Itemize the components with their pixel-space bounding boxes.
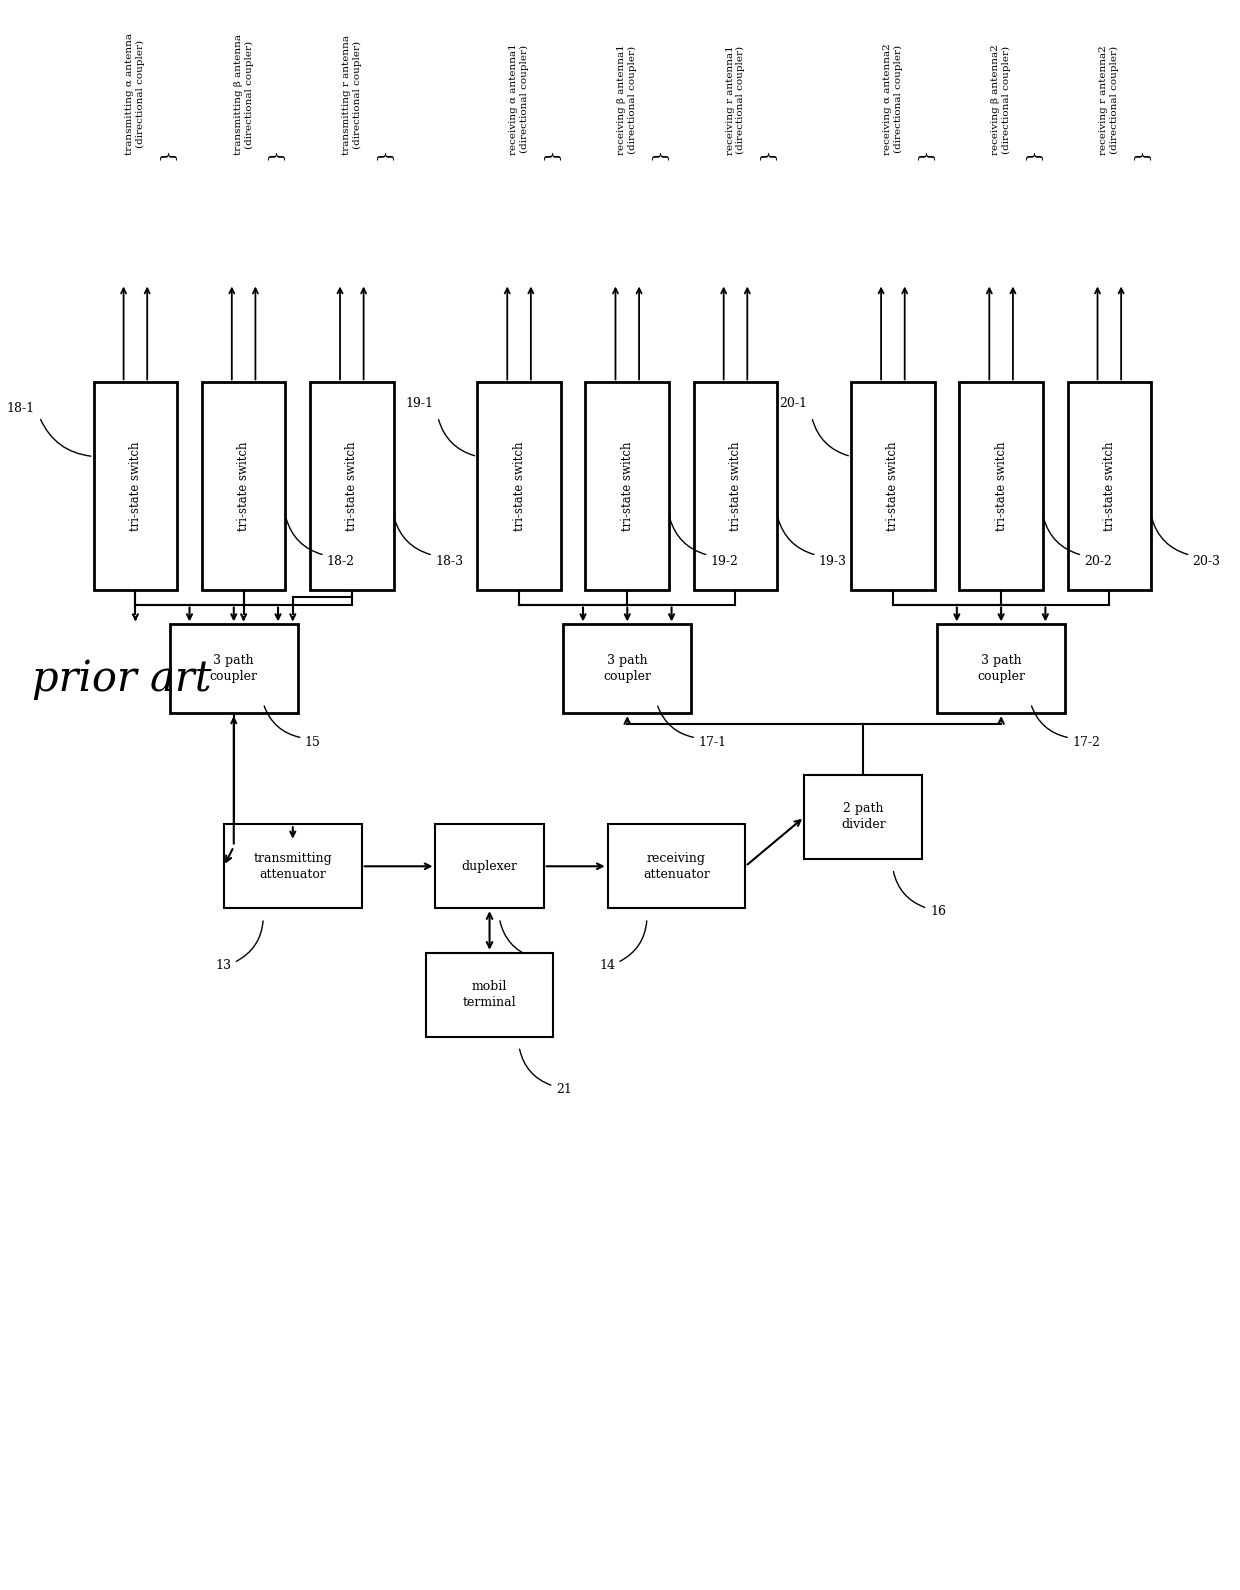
Bar (435, 824, 543, 908)
Text: tri-state switch: tri-state switch (237, 442, 250, 531)
Text: }: } (915, 148, 934, 161)
Text: }: } (1023, 148, 1042, 161)
Bar (563, 625, 691, 714)
Bar (937, 625, 1065, 714)
Bar (851, 382, 935, 590)
Text: }: } (374, 148, 392, 161)
Bar (202, 382, 285, 590)
Text: 18-3: 18-3 (435, 555, 463, 568)
Text: duplexer: duplexer (461, 860, 517, 873)
Text: 18-1: 18-1 (6, 402, 35, 415)
Text: 15: 15 (305, 736, 320, 749)
Text: transmitting
attenuator: transmitting attenuator (253, 852, 332, 881)
Text: 17-2: 17-2 (1071, 736, 1100, 749)
Text: 17-1: 17-1 (698, 736, 727, 749)
Text: tri-state switch: tri-state switch (994, 442, 1008, 531)
Bar (693, 382, 777, 590)
Text: 3 path
coupler: 3 path coupler (604, 653, 651, 684)
Text: tri-state switch: tri-state switch (621, 442, 634, 531)
Text: receiving r antenna1
(directional coupler): receiving r antenna1 (directional couple… (725, 46, 745, 156)
Text: 19-1: 19-1 (405, 398, 433, 410)
Bar (170, 625, 298, 714)
Bar (585, 382, 670, 590)
Text: tri-state switch: tri-state switch (887, 442, 899, 531)
Text: transmitting α antenna
(directional coupler): transmitting α antenna (directional coup… (125, 33, 145, 156)
Text: mobil
terminal: mobil terminal (463, 979, 516, 1010)
Text: prior art: prior art (32, 658, 212, 700)
Text: 20-1: 20-1 (779, 398, 807, 410)
Text: }: } (157, 148, 176, 161)
Text: receiving β antenna2
(directional coupler): receiving β antenna2 (directional couple… (991, 45, 1011, 156)
Text: receiving α antenna2
(directional coupler): receiving α antenna2 (directional couple… (883, 43, 903, 156)
Bar (1068, 382, 1151, 590)
Bar (608, 824, 745, 908)
Text: }: } (542, 148, 559, 161)
Text: receiving
attenuator: receiving attenuator (644, 852, 711, 881)
Text: 3 path
coupler: 3 path coupler (210, 653, 258, 684)
Text: 20-2: 20-2 (1084, 555, 1112, 568)
Text: 20-3: 20-3 (1193, 555, 1220, 568)
Text: }: } (758, 148, 776, 161)
Text: tri-state switch: tri-state switch (129, 442, 141, 531)
Bar (425, 952, 553, 1037)
Text: 3 path
coupler: 3 path coupler (977, 653, 1025, 684)
Text: tri-state switch: tri-state switch (729, 442, 742, 531)
Text: transmitting r antenna
(directional coupler): transmitting r antenna (directional coup… (342, 35, 362, 156)
Bar (224, 824, 362, 908)
Text: receiving α antenna1
(directional coupler): receiving α antenna1 (directional couple… (510, 43, 529, 156)
Text: 18-2: 18-2 (326, 555, 355, 568)
Bar (93, 382, 177, 590)
Bar (310, 382, 393, 590)
Text: 21: 21 (557, 1083, 573, 1096)
Text: 19-2: 19-2 (711, 555, 738, 568)
Bar (477, 382, 560, 590)
Text: }: } (650, 148, 668, 161)
Text: 19-3: 19-3 (818, 555, 847, 568)
Text: receiving β antenna1
(directional coupler): receiving β antenna1 (directional couple… (618, 45, 637, 156)
Text: 14: 14 (599, 959, 615, 973)
Text: }: } (267, 148, 284, 161)
Text: receiving r antenna2
(directional coupler): receiving r antenna2 (directional couple… (1100, 46, 1120, 156)
Text: transmitting β antenna
(directional coupler): transmitting β antenna (directional coup… (233, 35, 253, 156)
Text: }: } (1132, 148, 1149, 161)
Text: 16: 16 (930, 905, 946, 917)
Bar (805, 774, 923, 859)
Text: 2 path
divider: 2 path divider (841, 803, 885, 832)
Text: 13: 13 (216, 959, 232, 973)
Bar (960, 382, 1043, 590)
Text: 12: 12 (537, 954, 553, 968)
Text: tri-state switch: tri-state switch (345, 442, 358, 531)
Text: tri-state switch: tri-state switch (512, 442, 526, 531)
Text: tri-state switch: tri-state switch (1102, 442, 1116, 531)
